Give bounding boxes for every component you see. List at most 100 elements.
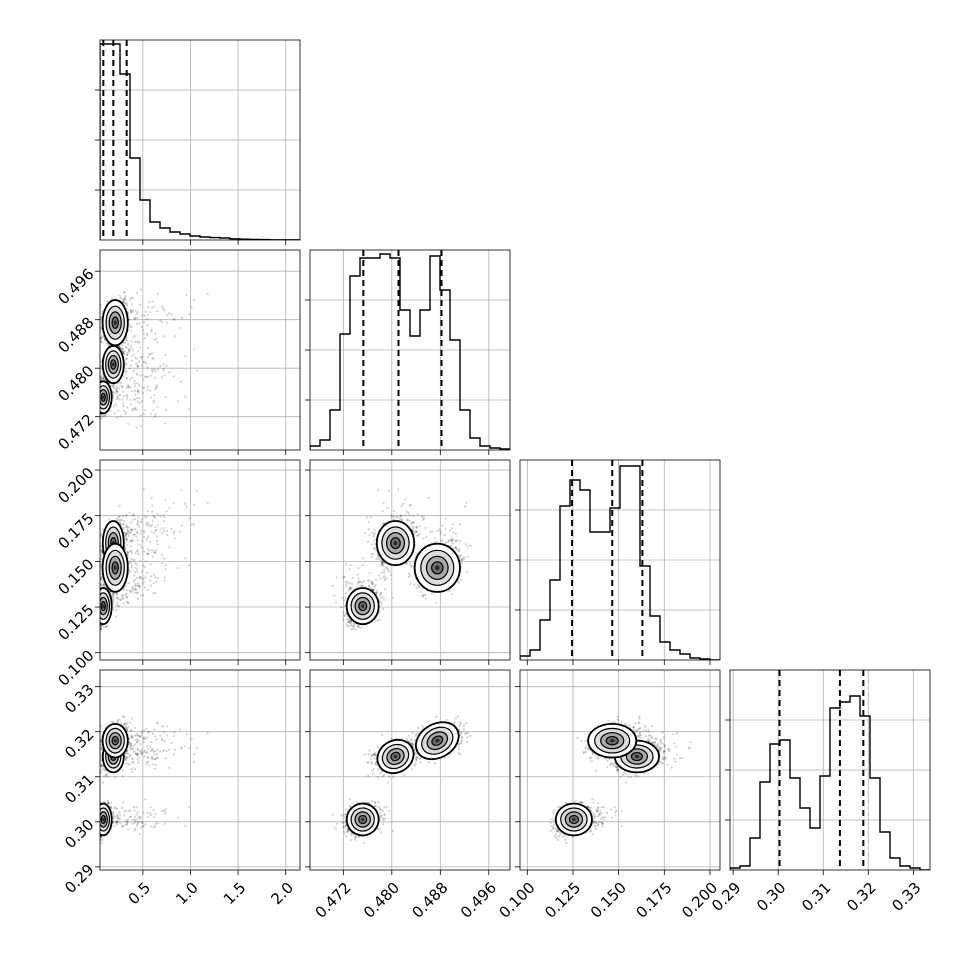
sample-point	[105, 625, 108, 628]
sample-point	[161, 307, 164, 310]
sample-point	[144, 375, 147, 378]
sample-point	[135, 576, 138, 580]
sample-point	[133, 382, 136, 385]
sample-point	[148, 523, 151, 526]
sample-point	[136, 397, 139, 400]
sample-point	[130, 340, 133, 343]
sample-point	[154, 370, 157, 373]
sample-point	[152, 592, 155, 595]
sample-point	[165, 529, 169, 533]
sample-point	[140, 357, 143, 360]
sample-point	[142, 529, 145, 533]
sample-point	[136, 373, 139, 376]
sample-point	[142, 564, 145, 567]
sample-point	[155, 337, 158, 340]
sample-point	[126, 551, 129, 554]
sample-point	[116, 593, 119, 596]
sample-point	[125, 537, 129, 540]
sample-point	[193, 348, 196, 351]
sample-point	[100, 534, 103, 537]
sample-point	[135, 340, 139, 343]
sample-point	[149, 563, 152, 566]
sample-point	[139, 374, 142, 377]
sample-point	[113, 412, 116, 415]
sample-point	[127, 529, 130, 533]
sample-point	[146, 324, 149, 327]
sample-point	[100, 545, 103, 548]
sample-point	[152, 399, 155, 402]
sample-point	[125, 537, 128, 540]
sample-point	[151, 300, 154, 303]
sample-point	[138, 402, 141, 405]
sample-point	[133, 587, 136, 591]
sample-point	[135, 357, 138, 360]
sample-point	[117, 387, 120, 390]
sample-point	[136, 365, 139, 368]
sample-point	[126, 304, 129, 307]
sample-point	[135, 312, 138, 315]
sample-point	[130, 310, 133, 313]
sample-point	[103, 378, 106, 381]
sample-point	[100, 376, 103, 379]
sample-point	[140, 325, 143, 329]
sample-point	[132, 533, 135, 537]
sample-point	[152, 573, 156, 576]
sample-point	[135, 584, 138, 588]
sample-point	[166, 314, 169, 317]
sample-point	[116, 605, 119, 608]
sample-point	[100, 375, 103, 378]
sample-point	[104, 625, 107, 628]
sample-point	[136, 597, 139, 601]
sample-point	[136, 549, 139, 552]
histogram-2	[520, 465, 720, 660]
sample-point	[100, 583, 103, 586]
sample-point	[112, 391, 115, 394]
sample-point	[206, 292, 209, 295]
sample-point	[125, 394, 128, 397]
sample-point	[132, 586, 135, 589]
sample-point	[125, 524, 128, 527]
sample-point	[153, 531, 156, 534]
sample-point	[127, 386, 130, 389]
sample-point	[132, 514, 135, 517]
sample-point	[129, 550, 132, 553]
sample-point	[154, 580, 158, 583]
sample-point	[149, 540, 152, 544]
sample-point	[176, 400, 179, 403]
sample-point	[170, 313, 173, 316]
sample-point	[133, 559, 136, 562]
sample-point	[146, 332, 149, 335]
sample-point	[125, 406, 128, 409]
sample-point	[123, 350, 126, 353]
sample-point	[122, 588, 125, 591]
sample-point	[160, 320, 164, 324]
sample-point	[179, 326, 182, 329]
sample-point	[147, 535, 150, 538]
sample-point	[138, 584, 141, 587]
sample-point	[122, 395, 125, 398]
sample-point	[143, 531, 146, 534]
sample-point	[152, 409, 155, 412]
sample-point	[161, 562, 164, 565]
sample-point	[159, 364, 162, 368]
sample-point	[151, 510, 154, 513]
sample-point	[102, 376, 105, 380]
sample-point	[159, 515, 162, 518]
sample-point	[162, 520, 165, 523]
sample-point	[125, 532, 128, 536]
sample-point	[128, 570, 132, 573]
sample-point	[151, 549, 154, 552]
sample-point	[137, 350, 140, 353]
sample-point	[101, 309, 104, 312]
sample-point	[146, 521, 149, 524]
sample-point	[156, 543, 159, 546]
sample-point	[132, 353, 135, 356]
sample-point	[195, 369, 198, 372]
sample-point	[123, 351, 126, 354]
sample-point	[111, 385, 114, 388]
sample-point	[115, 389, 118, 392]
sample-point	[120, 382, 123, 385]
sample-point	[131, 303, 134, 306]
sample-point	[146, 366, 149, 369]
sample-point	[187, 564, 190, 567]
